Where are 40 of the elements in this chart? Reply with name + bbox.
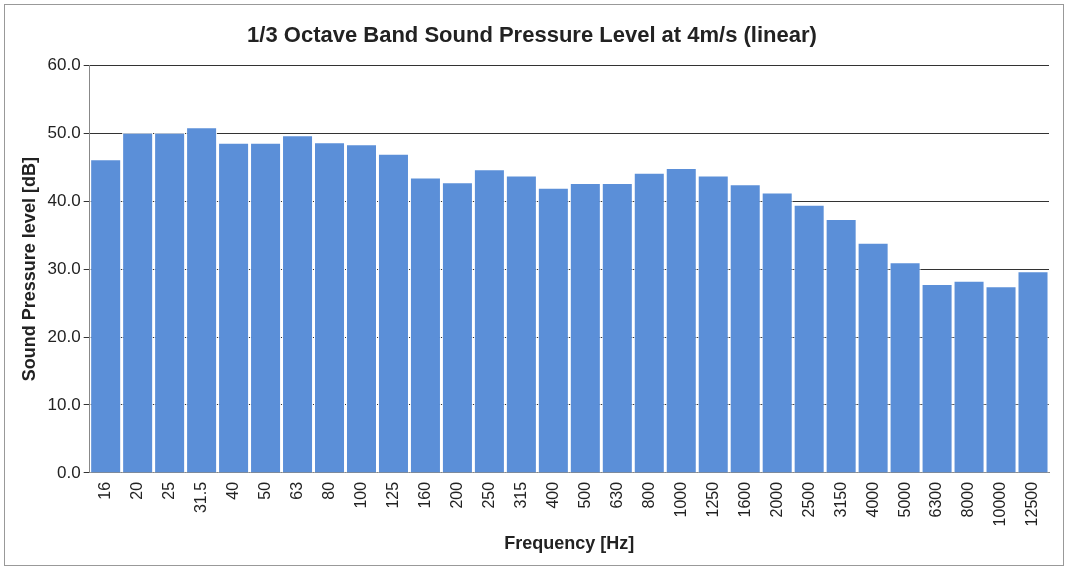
y-tick-label: 10.0 [47, 394, 81, 414]
y-tick-label: 0.0 [57, 462, 81, 482]
x-tick-label: 500 [575, 481, 593, 509]
x-tick-label: 10000 [991, 481, 1009, 527]
x-tick-label: 1000 [671, 481, 689, 518]
x-tick-label: 315 [511, 481, 529, 509]
y-tick-label: 20.0 [47, 326, 81, 346]
x-tick-label: 50 [255, 481, 273, 500]
x-tick-label: 125 [383, 481, 401, 509]
x-tick-label: 2000 [767, 481, 785, 518]
x-tick-label: 16 [96, 481, 114, 500]
x-tick-label: 80 [319, 481, 337, 500]
x-tick-label: 1600 [735, 481, 753, 518]
x-tick-label: 250 [479, 481, 497, 509]
x-tick-label: 12500 [1023, 481, 1041, 527]
y-tick-label: 50.0 [47, 123, 81, 143]
x-tick-label: 160 [415, 481, 433, 509]
chart-title: 1/3 Octave Band Sound Pressure Level at 4m/s (linear) [247, 22, 817, 48]
x-tick-label: 3150 [831, 481, 849, 518]
x-tick-label: 1250 [703, 481, 721, 518]
y-axis-title: Sound Pressure level [dB] [18, 157, 39, 382]
x-tick-label: 31.5 [192, 481, 210, 514]
x-tick-label: 63 [287, 481, 305, 500]
y-tick-label: 40.0 [47, 190, 81, 210]
x-tick-label: 40 [223, 481, 241, 500]
x-tick-label: 5000 [895, 481, 913, 518]
x-tick-label: 800 [639, 481, 657, 509]
x-tick-label: 6300 [927, 481, 945, 518]
x-tick-label: 200 [447, 481, 465, 509]
x-tick-label: 400 [543, 481, 561, 509]
x-tick-label: 2500 [799, 481, 817, 518]
x-tick-label: 4000 [863, 481, 881, 518]
x-tick-label: 630 [607, 481, 625, 509]
x-tick-label: 25 [160, 481, 178, 500]
y-tick-label: 60.0 [47, 55, 81, 75]
x-axis-title: Frequency [Hz] [504, 533, 635, 554]
x-tick-label: 8000 [959, 481, 977, 518]
x-tick-label: 100 [351, 481, 369, 509]
y-tick-label: 30.0 [47, 258, 81, 278]
x-tick-label: 20 [128, 481, 146, 500]
